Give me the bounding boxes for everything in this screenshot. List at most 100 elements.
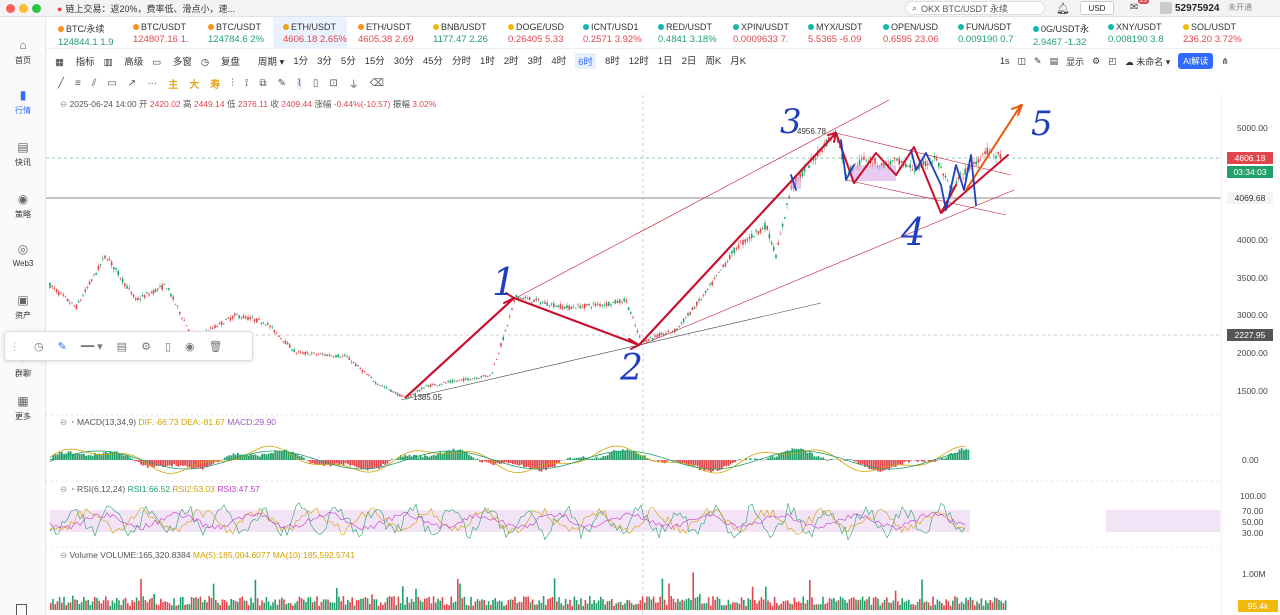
ticker-item[interactable]: BTC/USDT 124807.16 1. <box>133 22 189 45</box>
interval-1[interactable]: 3分 <box>317 56 332 67</box>
rectangle-tool-icon[interactable]: ▭ <box>107 77 117 89</box>
interval-2[interactable]: 5分 <box>340 56 356 67</box>
main-indicator-button[interactable]: 主 <box>168 79 179 91</box>
triangle-line <box>835 132 1012 176</box>
interval-7[interactable]: 1时 <box>479 56 495 67</box>
chart-canvas[interactable]: 1 2 3 4 5 <box>46 95 1280 615</box>
interval-13[interactable]: 12时 <box>628 56 649 67</box>
search-input[interactable]: ⌕ OKX BTC/USDT 永续 <box>905 1 1045 15</box>
trash-icon[interactable]: 🗑︎ <box>208 340 223 353</box>
collapse-icon[interactable] <box>16 604 27 615</box>
trendline-tool-icon[interactable]: ╱ <box>58 77 65 89</box>
layout-select[interactable]: ☁ 未命名 ▾ <box>1124 56 1171 67</box>
interval-17[interactable]: 月K <box>730 56 747 67</box>
interval-4[interactable]: 30分 <box>393 56 414 67</box>
interval-8[interactable]: 2时 <box>503 56 519 67</box>
ticker-item[interactable]: ETH/USDT 4606.18 2.65% <box>273 17 347 49</box>
settings-icon[interactable]: ⚙ <box>141 340 151 353</box>
lock-icon[interactable]: ⊡ <box>329 77 338 89</box>
message-icon[interactable]: ✉︎ <box>1130 2 1139 13</box>
interval-14[interactable]: 1日 <box>657 56 673 67</box>
interval-6[interactable]: 分时 <box>451 56 471 67</box>
macd-bar <box>54 454 57 460</box>
horizontal-line-tool-icon[interactable]: ≡ <box>75 77 81 89</box>
ticker-item[interactable]: XPIN/USDT 0.0009633 7. <box>733 22 790 45</box>
volume-bar <box>754 600 756 610</box>
ticker-item[interactable]: OPEN/USD 0.6595 23.06 <box>883 22 939 45</box>
volume-bar <box>494 598 496 610</box>
advanced-button[interactable]: ▥ 高级 <box>103 57 144 68</box>
ticker-item[interactable]: DOGE/USD 0.26405 5.33 <box>508 22 565 45</box>
ticker-item[interactable]: FUN/USDT 0.009190 0.7 <box>958 22 1014 45</box>
edit-icon[interactable]: ✎ <box>1034 55 1042 66</box>
ticker-item[interactable]: 0G/USDT永 2.9467 -1.32 <box>1033 24 1090 48</box>
ticker-item[interactable]: BNB/USDT 1177.47 2.26 <box>433 22 488 45</box>
delete-icon[interactable]: ⌫ <box>369 77 384 89</box>
sidebar-item-market[interactable]: ▮ 行情 <box>15 88 31 116</box>
sidebar-item-assets[interactable]: ▣ 资产 <box>15 293 31 321</box>
pen-tool-icon[interactable]: ✎ <box>277 77 286 89</box>
filter-icon[interactable]: ⏚ <box>348 79 359 91</box>
sidebar-item-news[interactable]: ▤ 快讯 <box>15 140 31 168</box>
text-icon[interactable]: ▤ <box>116 340 128 353</box>
pen-color-icon[interactable]: ✎ <box>57 340 67 353</box>
measure-tool-icon[interactable]: ⟟ <box>244 77 249 89</box>
announcement[interactable]: ● 链上交易：返20%，费率低、滑点小，速... <box>57 3 235 14</box>
display-button[interactable]: 显示 <box>1066 56 1085 67</box>
interval-10[interactable]: 4时 <box>551 56 567 67</box>
copy-icon[interactable]: ⧉ <box>259 77 267 89</box>
sidebar-item-more[interactable]: ▦ 更多 <box>15 394 31 422</box>
replay-button[interactable]: ◷ 复盘 <box>200 57 240 68</box>
interval-0[interactable]: 1分 <box>293 56 309 67</box>
minimize-window-button[interactable] <box>19 3 28 13</box>
candle-body <box>425 385 427 387</box>
parallel-channel-tool-icon[interactable]: ⫽ <box>91 77 97 89</box>
maximize-window-button[interactable] <box>32 3 41 13</box>
ticker-item[interactable]: BTC/永续 124844.1 1.9 <box>58 24 114 48</box>
layout-icon[interactable]: ▤ <box>1049 55 1059 66</box>
arrow-tool-icon[interactable]: ↗ <box>127 77 137 89</box>
camera-icon[interactable]: ◫ <box>1017 55 1027 66</box>
ticker-item[interactable]: SOL/USDT 236.20 3.72% <box>1183 22 1242 45</box>
ticker-item[interactable]: RED/USDT 0.4841 3.18% <box>658 22 717 45</box>
period-dropdown[interactable]: 周期 ▾ <box>257 57 285 68</box>
more-tools-icon[interactable]: ··· <box>147 77 158 89</box>
ticker-item[interactable]: BTC/USDT 124784.6 2% <box>208 22 264 45</box>
brush-tool-icon[interactable]: ⌇ <box>296 77 302 89</box>
ticker-item[interactable]: ICNT/USD1 0.2571 3.92% <box>583 22 642 45</box>
interval-12[interactable]: 8时 <box>604 56 620 67</box>
interval-3[interactable]: 15分 <box>364 56 385 67</box>
template-icon[interactable]: ◷ <box>34 340 44 353</box>
user-account[interactable]: 52975924 <box>1160 2 1220 14</box>
sidebar-item-web3[interactable]: ◎ Web3 <box>12 242 34 269</box>
template-icon[interactable]: ◰ <box>1108 55 1117 66</box>
macd-bar <box>514 460 516 465</box>
drag-handle-icon[interactable]: ⋮ <box>9 340 20 353</box>
rich-indicator-button[interactable]: 寿 <box>210 79 221 91</box>
line-style-select[interactable]: ━━ ▾ <box>80 340 103 353</box>
sidebar-item-strategy[interactable]: ◉ 策略 <box>15 192 31 220</box>
interval-15[interactable]: 2日 <box>681 56 697 67</box>
visibility-icon[interactable]: ◉ <box>185 340 195 353</box>
interval-9[interactable]: 3时 <box>527 56 543 67</box>
ticker-item[interactable]: MYX/USDT 5.5365 -6.09 <box>808 22 863 45</box>
sidebar-item-home[interactable]: ⌂ 首页 <box>15 38 31 66</box>
interval-16[interactable]: 周K <box>705 56 722 67</box>
interval-11[interactable]: 6时 <box>575 53 596 69</box>
ticker-item[interactable]: XNY/USDT 0.008190 3.8 <box>1108 22 1164 45</box>
currency-select[interactable]: USD <box>1080 1 1114 15</box>
clipboard-icon[interactable]: ▯ <box>312 77 319 89</box>
ai-analysis-button[interactable]: AI解读 <box>1178 53 1214 69</box>
share-icon[interactable]: ⋔ <box>1221 55 1229 66</box>
bell-icon[interactable]: 🔔︎ <box>1056 3 1070 15</box>
lock-icon[interactable]: ▯ <box>164 340 171 353</box>
settings-icon[interactable]: ⚙ <box>1092 55 1101 66</box>
interval-5[interactable]: 45分 <box>422 56 443 67</box>
multi-window-button[interactable]: ▭ 多窗 <box>152 57 192 68</box>
fib-tool-icon[interactable]: ⫶ <box>231 77 234 89</box>
big-indicator-button[interactable]: 大 <box>189 79 200 91</box>
indicators-button[interactable]: ▦ 指标 <box>55 57 95 68</box>
ticker-item[interactable]: ETH/USDT 4605.38 2.69 <box>358 22 414 45</box>
close-window-button[interactable] <box>6 3 15 13</box>
interval-seconds[interactable]: 1s <box>1000 56 1010 66</box>
